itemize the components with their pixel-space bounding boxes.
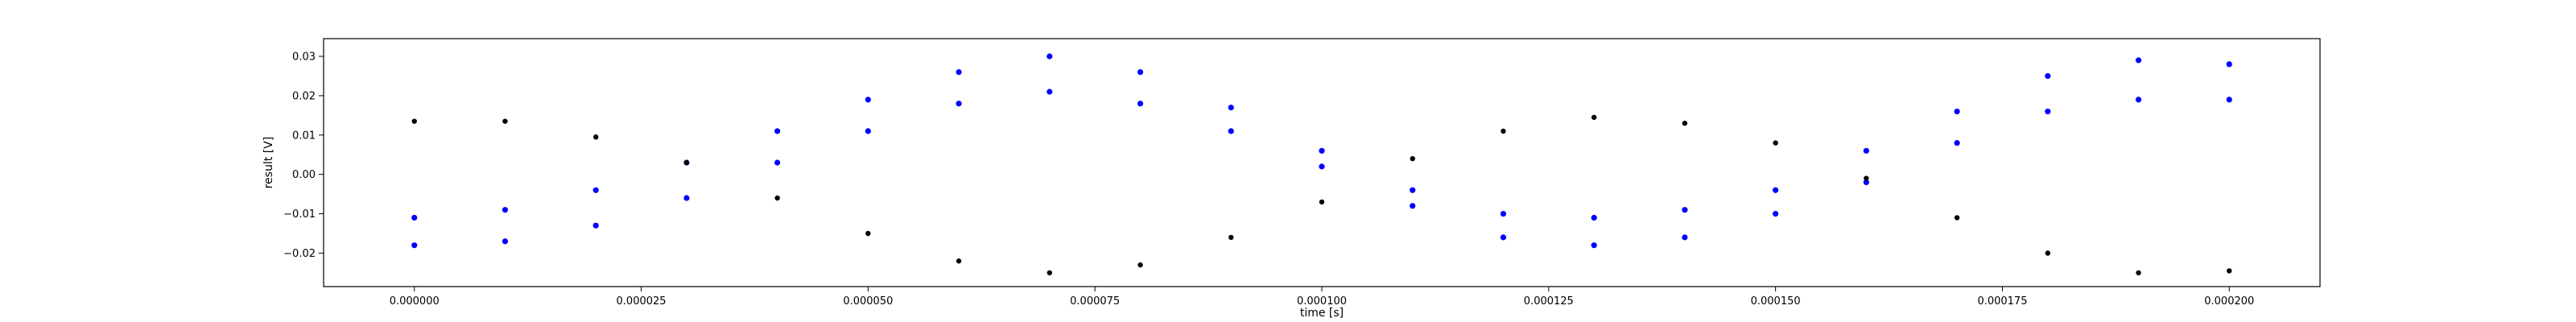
series-2-point	[2136, 270, 2141, 276]
series-2	[411, 114, 2232, 276]
y-axis-label: result [V]	[262, 137, 275, 189]
series-1-point	[1228, 104, 1234, 111]
series-2-point	[1954, 215, 1960, 221]
y-tick-label: 0.02	[292, 90, 316, 102]
series-0-point	[683, 195, 690, 201]
series-1-point	[956, 68, 962, 76]
series-2-point	[1501, 128, 1506, 134]
series-1-point	[1137, 68, 1144, 76]
series-2-point	[683, 159, 690, 166]
series-0-point	[2135, 97, 2142, 103]
series-2-point	[956, 258, 962, 264]
x-tick-label: 0.000200	[2204, 295, 2254, 308]
series-2-point	[592, 134, 599, 140]
y-axis: −0.02 −0.01 0.00 0.01 0.02 0.03	[283, 52, 324, 260]
series-0-point	[774, 159, 781, 166]
plot-area	[324, 39, 2320, 287]
series-1-point	[1410, 187, 1416, 193]
series-1-point	[1682, 207, 1688, 213]
x-tick-label: 0.000025	[617, 295, 667, 308]
series-0	[411, 89, 2232, 249]
series-2-point	[1137, 262, 1143, 268]
series-2-point	[1682, 120, 1688, 126]
series-0-point	[1591, 242, 1597, 249]
series-1-point	[865, 97, 871, 103]
series-2-point	[1319, 199, 1325, 205]
series-1-point	[2226, 61, 2232, 68]
series-2-point	[1228, 234, 1234, 241]
series-2-point	[1046, 270, 1053, 276]
series-2-point	[411, 118, 417, 124]
series-1-point	[1500, 210, 1507, 217]
x-tick-label: 0.000050	[843, 295, 893, 308]
series-1-point	[774, 128, 781, 134]
series-2-point	[2227, 268, 2232, 274]
x-axis: 0.000000 0.000025 0.000050 0.000075 0.000100…	[390, 287, 2254, 308]
series-0-point	[2045, 108, 2051, 115]
x-tick-label: 0.000125	[1524, 295, 1574, 308]
series-0-point	[2226, 97, 2232, 103]
x-tick-label: 0.000000	[390, 295, 440, 308]
x-tick-label: 0.000100	[1297, 295, 1347, 308]
series-1-point	[592, 187, 599, 193]
series-0-point	[956, 101, 962, 107]
series-0-point	[1500, 234, 1507, 241]
series-1-point	[1591, 214, 1597, 221]
series-0-point	[1773, 210, 1779, 217]
series-2-point	[1864, 175, 1869, 181]
plot-frame	[323, 38, 2321, 287]
series-0-point	[1954, 139, 1960, 147]
series-0-point	[1682, 234, 1688, 241]
series-1-point	[1319, 147, 1325, 154]
series-0-point	[1863, 179, 1869, 186]
series-1-point	[2135, 57, 2142, 64]
series-2-point	[1591, 114, 1597, 120]
series-1-point	[1773, 187, 1779, 193]
x-tick-label: 0.000150	[1751, 295, 1801, 308]
series-2-point	[1773, 140, 1778, 146]
series-0-point	[1410, 203, 1416, 209]
x-tick-label: 0.000075	[1070, 295, 1120, 308]
series-1-point	[1954, 108, 1960, 115]
series-0-point	[1046, 89, 1053, 95]
series-1-point	[2045, 72, 2051, 80]
series-2-point	[502, 118, 508, 124]
series-2-point	[774, 195, 780, 201]
series-1-point	[1863, 147, 1869, 154]
series-0-point	[411, 242, 418, 249]
series-1-point	[411, 214, 418, 221]
y-tick-label: −0.01	[283, 208, 316, 221]
series-2-point	[865, 230, 871, 237]
series-0-point	[592, 222, 599, 229]
y-tick-label: 0.00	[292, 169, 316, 181]
y-tick-label: 0.01	[292, 130, 316, 142]
series-layer	[411, 53, 2232, 276]
series-0-point	[502, 238, 509, 245]
x-axis-label: time [s]	[1300, 307, 1344, 320]
series-0-point	[1137, 101, 1144, 107]
y-tick-label: 0.03	[292, 52, 316, 64]
x-tick-label: 0.000175	[1977, 295, 2027, 308]
series-2-point	[1410, 155, 1415, 162]
series-1-point	[502, 207, 509, 213]
series-0-point	[1228, 128, 1234, 134]
series-2-point	[2045, 250, 2051, 256]
y-tick-label: −0.02	[283, 248, 316, 260]
series-0-point	[865, 128, 871, 134]
series-0-point	[1319, 163, 1325, 170]
series-1-point	[1046, 53, 1053, 60]
